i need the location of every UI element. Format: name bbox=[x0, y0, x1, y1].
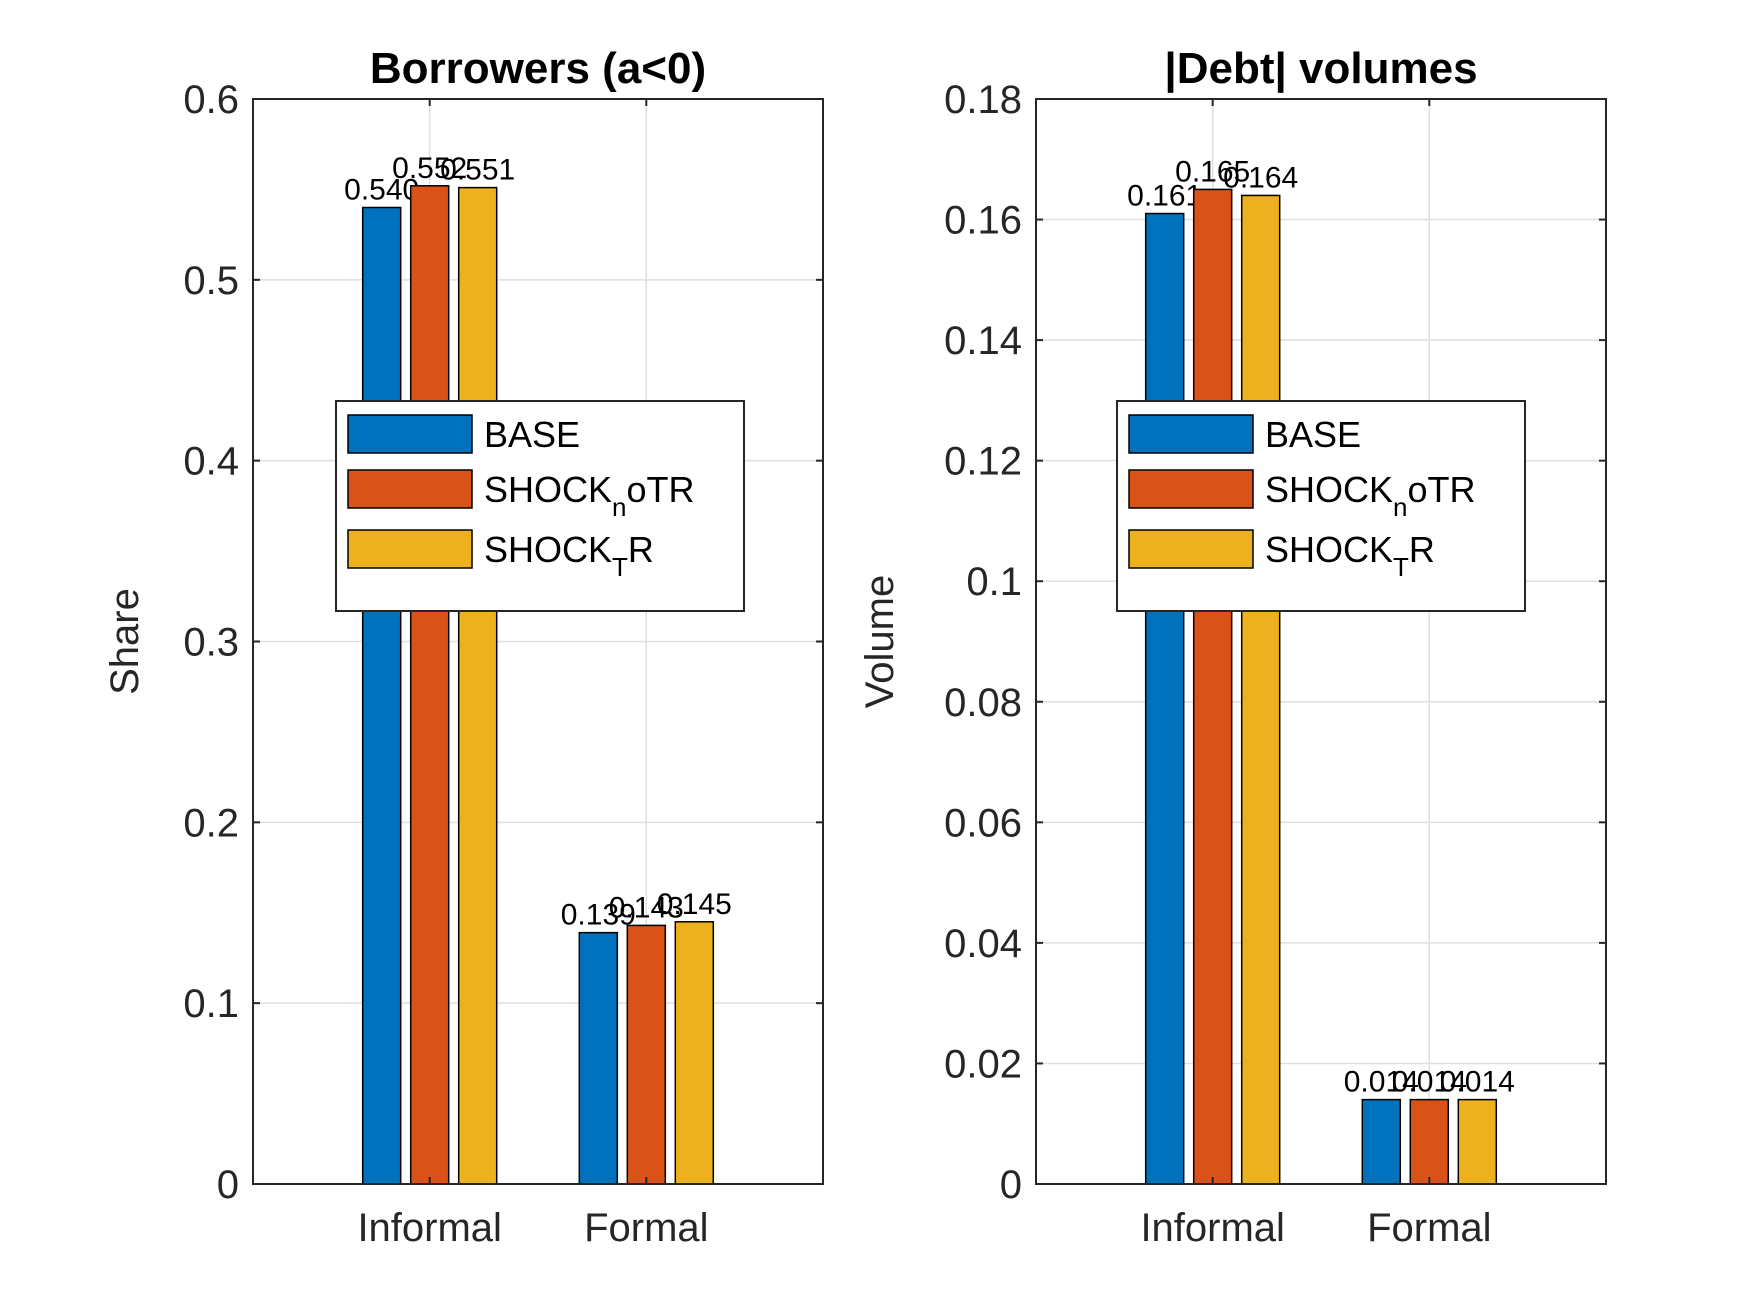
y-tick-label: 0.1 bbox=[966, 560, 1022, 604]
y-tick-label: 0 bbox=[1000, 1163, 1022, 1207]
legend-swatch bbox=[1128, 529, 1254, 569]
y-tick-label: 0.06 bbox=[944, 801, 1022, 845]
y-tick-label: 0.3 bbox=[183, 621, 239, 665]
data-label: 0.143 bbox=[609, 891, 684, 924]
legend-label: BASE bbox=[484, 414, 580, 455]
y-tick-label: 0.1 bbox=[183, 982, 239, 1026]
y-axis-label: Share bbox=[103, 588, 147, 695]
chart-title: |Debt| volumes bbox=[1164, 44, 1477, 94]
data-label: 0.165 bbox=[1175, 155, 1250, 188]
legend-swatch bbox=[1128, 414, 1254, 454]
bar bbox=[1192, 188, 1233, 1185]
legend-label-base: BASE bbox=[484, 414, 580, 455]
y-tick-label: 0.5 bbox=[183, 259, 239, 303]
axes-box bbox=[1035, 98, 1607, 1185]
bar bbox=[674, 921, 715, 1185]
legend-label-subscript: n bbox=[612, 492, 626, 522]
bar bbox=[1144, 212, 1185, 1185]
legend-label-tail: R bbox=[628, 529, 654, 570]
bar bbox=[1457, 1098, 1498, 1185]
legend-label-tail: oTR bbox=[627, 469, 695, 510]
legend-label: SHOCKnoTR bbox=[484, 469, 695, 522]
data-label: 0.014 bbox=[1392, 1066, 1467, 1099]
y-tick-label: 0.08 bbox=[944, 681, 1022, 725]
y-tick-label: 0.02 bbox=[944, 1042, 1022, 1086]
data-label: 0.161 bbox=[1127, 180, 1202, 213]
legend-swatch bbox=[347, 469, 473, 509]
y-tick-label: 0.04 bbox=[944, 922, 1022, 966]
legend-label-tail: R bbox=[1409, 529, 1435, 570]
legend-label: BASE bbox=[1265, 414, 1361, 455]
legend-swatch bbox=[347, 414, 473, 454]
y-tick-label: 0.12 bbox=[944, 440, 1022, 484]
data-label: 0.145 bbox=[657, 888, 732, 921]
y-axis-label: Volume bbox=[858, 575, 902, 708]
bar bbox=[361, 206, 402, 1185]
y-tick-label: 0.6 bbox=[183, 78, 239, 122]
legend-label-base: SHOCK bbox=[484, 469, 612, 510]
y-tick-label: 0.4 bbox=[183, 440, 239, 484]
chart-panel-1: 0.540 0.139 0.552 0.143 0.551 0.145 0 0.1 0.2 0.3… bbox=[103, 44, 824, 1250]
data-label: 0.139 bbox=[561, 899, 636, 932]
y-tick-label: 0 bbox=[217, 1163, 239, 1207]
legend-label-base: SHOCK bbox=[484, 529, 612, 570]
data-label: 0.014 bbox=[1344, 1066, 1419, 1099]
bar bbox=[626, 924, 667, 1185]
bar bbox=[1361, 1098, 1402, 1185]
y-tick-label: 0.14 bbox=[944, 319, 1022, 363]
legend-label: SHOCKTR bbox=[1265, 529, 1435, 582]
legend-label-base: SHOCK bbox=[1265, 469, 1393, 510]
bar bbox=[1240, 194, 1281, 1185]
y-tick-label: 0.16 bbox=[944, 199, 1022, 243]
legend-label-base: SHOCK bbox=[1265, 529, 1393, 570]
legend-label-subscript: T bbox=[612, 552, 628, 582]
legend-swatch bbox=[1128, 469, 1254, 509]
legend-label-subscript: T bbox=[1393, 552, 1409, 582]
x-tick-label: Formal bbox=[1367, 1206, 1491, 1250]
chart-title: Borrowers (a<0) bbox=[370, 44, 706, 93]
data-label: 0.164 bbox=[1223, 161, 1298, 194]
x-tick-label: Formal bbox=[584, 1206, 708, 1250]
bar bbox=[457, 186, 498, 1185]
data-label: 0.552 bbox=[392, 152, 467, 185]
data-label: 0.014 bbox=[1440, 1066, 1515, 1099]
legend-label: SHOCKTR bbox=[484, 529, 654, 582]
legend-label-subscript: n bbox=[1393, 492, 1407, 522]
y-tick-label: 0.2 bbox=[183, 801, 239, 845]
legend-label-base: BASE bbox=[1265, 414, 1361, 455]
legend-label-tail: oTR bbox=[1408, 469, 1476, 510]
legend-swatch bbox=[347, 529, 473, 569]
bar bbox=[578, 931, 619, 1185]
bar bbox=[1409, 1098, 1450, 1185]
data-label: 0.540 bbox=[344, 174, 419, 207]
x-tick-label: Informal bbox=[357, 1206, 502, 1250]
data-label: 0.551 bbox=[440, 154, 515, 187]
bar bbox=[409, 185, 450, 1185]
legend-label: SHOCKnoTR bbox=[1265, 469, 1476, 522]
x-tick-label: Informal bbox=[1140, 1206, 1285, 1250]
y-tick-label: 0.18 bbox=[944, 78, 1022, 122]
plot-area bbox=[1036, 99, 1606, 1184]
chart-panel-2: 0.161 0.014 0.165 0.014 0.164 0.014 0 0.02 0.04 0… bbox=[858, 44, 1607, 1250]
